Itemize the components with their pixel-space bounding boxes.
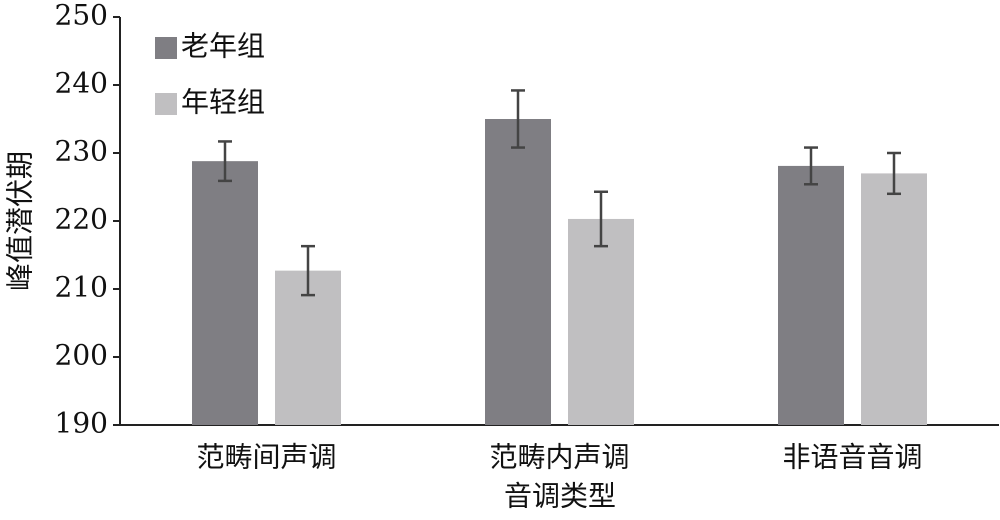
bar: [861, 173, 927, 425]
y-tick-label: 250: [55, 0, 108, 32]
error-bar: [594, 190, 608, 248]
error-bar: [887, 151, 901, 196]
legend-swatch: [155, 93, 177, 115]
y-tick-label: 210: [55, 271, 108, 304]
bar: [568, 218, 634, 425]
bar: [192, 161, 258, 425]
y-tick-label: 190: [55, 407, 108, 440]
x-tick-label: 非语音音调: [782, 441, 922, 474]
error-bar: [301, 244, 315, 297]
y-tick-label: 240: [55, 67, 108, 100]
legend-label: 年轻组: [181, 86, 265, 119]
error-bar: [804, 146, 818, 186]
y-axis-title: 峰值潜伏期: [4, 151, 37, 291]
x-tick-label: 范畴间声调: [196, 441, 336, 474]
error-bar: [511, 89, 525, 149]
error-bar: [218, 140, 232, 183]
y-tick-label: 200: [55, 339, 108, 372]
x-axis-title: 音调类型: [504, 480, 616, 513]
legend-label: 老年组: [181, 30, 265, 63]
bar: [485, 119, 551, 425]
legend-swatch: [155, 37, 177, 59]
x-tick-label: 范畴内声调: [489, 441, 629, 474]
y-tick-label: 230: [55, 135, 108, 168]
bar: [778, 165, 844, 426]
y-tick-label: 220: [55, 203, 108, 236]
